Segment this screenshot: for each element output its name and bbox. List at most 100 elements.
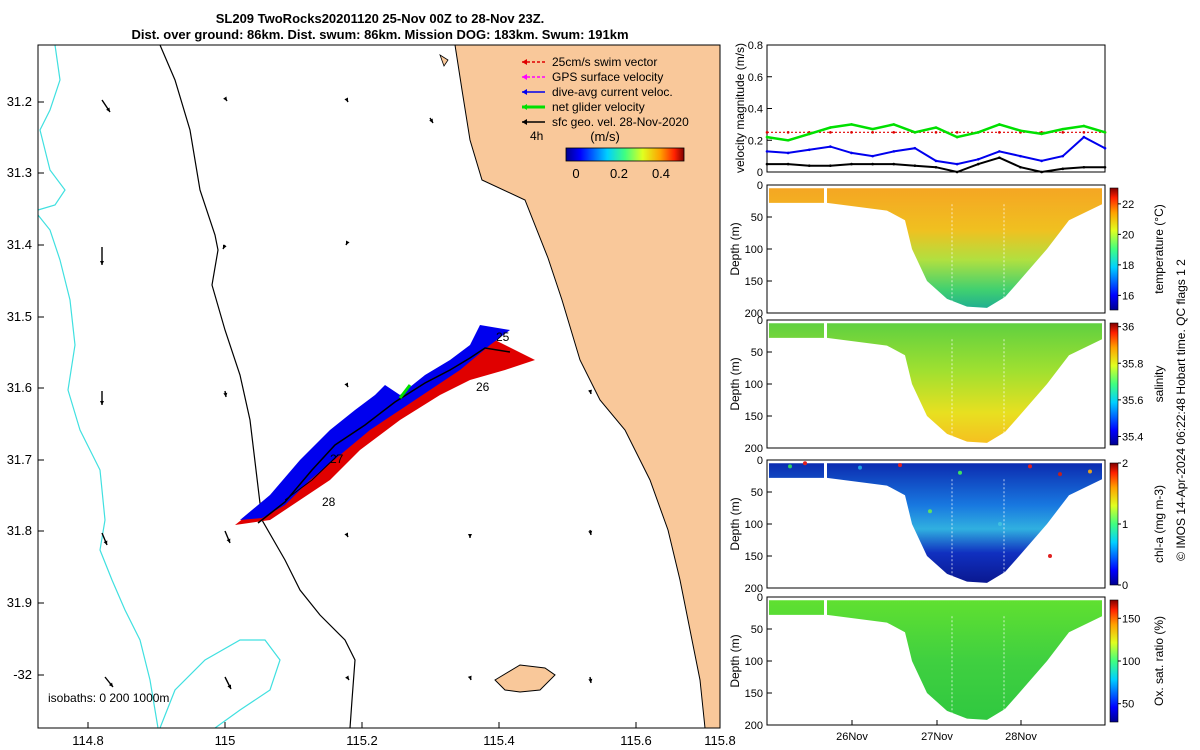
figure-title-line2: Dist. over ground: 86km. Dist. swum: 86k… — [131, 27, 629, 42]
velocity-point-net — [934, 126, 938, 129]
velocity-y-tick-label: 0 — [757, 167, 763, 179]
geo-arrow-head — [588, 389, 592, 394]
velocity-point-dive_avg — [1040, 159, 1043, 163]
section-ylabel: Depth (m) — [728, 357, 742, 410]
velocity-point-geo — [892, 162, 896, 166]
map-x-tick-label: 114.8 — [72, 733, 104, 748]
section-data-area — [769, 188, 1102, 308]
section-panel-3: 0 50 100 150 200 Depth (m) 50 100 150 Ox. sat. ra… — [728, 592, 1166, 743]
velocity-point-geo — [934, 165, 938, 169]
velocity-point-dive_avg — [786, 151, 790, 155]
section-x-tick-label: 27Nov — [921, 731, 953, 743]
velocity-point-swim — [765, 131, 769, 134]
velocity-point-net — [829, 126, 832, 129]
section-y-tick-label: 150 — [745, 276, 763, 288]
map-y-tick-label: -32 — [13, 667, 32, 682]
legend-tag: 4h — [530, 129, 543, 143]
velocity-point-swim — [955, 131, 959, 134]
velocity-point-dive_avg — [976, 158, 980, 161]
footer-copyright: © IMOS 14-Apr-2024 06:22:48 Hobart time.… — [1174, 259, 1188, 561]
speed-colorbar — [565, 147, 685, 162]
velocity-point-swim — [871, 131, 874, 134]
velocity-point-geo — [1103, 165, 1107, 169]
geo-arrow-head — [100, 401, 104, 405]
velocity-point-dive_avg — [871, 154, 874, 158]
isobath-1000m — [37, 44, 281, 729]
velocity-point-dive_avg — [1061, 154, 1065, 158]
section-ylabel: Depth (m) — [728, 634, 742, 687]
legend-arrowhead-0 — [522, 59, 527, 65]
section-y-tick-label: 50 — [751, 212, 763, 224]
velocity-point-geo — [1019, 165, 1022, 169]
geo-arrow-head — [344, 382, 348, 387]
velocity-plot-area — [766, 44, 1106, 173]
velocity-point-geo — [913, 164, 917, 167]
map-y-tick-label: 31.3 — [7, 165, 32, 180]
velocity-point-net — [955, 135, 959, 139]
section-y-tick-label: 50 — [751, 487, 763, 499]
surface-geostrophic-velocity-arrows — [100, 96, 593, 690]
map-y-tick-label: 31.2 — [7, 94, 32, 109]
map-x-tick-label: 115.4 — [483, 733, 515, 748]
velocity-point-geo — [1082, 165, 1086, 169]
chl-sample-dot — [803, 461, 807, 466]
section-colorbar-tick-label: 35.8 — [1122, 358, 1143, 370]
legend-arrowhead-1 — [522, 74, 527, 80]
legend-label-4: sfc geo. vel. 28-Nov-2020 — [552, 115, 689, 129]
section-panel-1: 0 50 100 150 200 Depth (m) 35.4 35.6 35.8 36 salin… — [728, 315, 1166, 455]
section-colorbar-tick-label: 50 — [1122, 699, 1134, 711]
geo-arrow-head — [227, 684, 231, 689]
velocity-point-dive_avg — [913, 146, 917, 150]
section-y-tick-label: 0 — [757, 455, 763, 467]
geo-arrow-head — [223, 244, 227, 249]
chl-sample-dot — [788, 464, 792, 469]
speed-colorbar-tick-label: 0.2 — [610, 166, 628, 181]
legend-arrowhead-3 — [522, 104, 527, 110]
section-y-tick-label: 150 — [745, 411, 763, 423]
section-colorbar-tick-label: 1 — [1122, 519, 1128, 531]
section-colorbar-tick-label: 36 — [1122, 322, 1134, 334]
isobath-200m — [159, 44, 356, 729]
velocity-point-dive_avg — [829, 145, 832, 148]
map-y-tick-label: 31.9 — [7, 595, 32, 610]
velocity-point-geo — [955, 170, 959, 174]
velocity-point-geo — [765, 162, 769, 166]
map-y-tick-label: 31.4 — [7, 237, 32, 252]
velocity-point-dive_avg — [1019, 154, 1022, 158]
velocity-point-dive_avg — [1082, 135, 1086, 139]
velocity-point-geo — [829, 164, 832, 167]
map-x-tick-label: 115.6 — [620, 733, 652, 748]
geo-arrow-head — [429, 118, 433, 123]
velocity-point-dive_avg — [934, 159, 938, 163]
section-x-tick-label: 26Nov — [836, 731, 868, 743]
legend-label-3: net glider velocity — [552, 100, 645, 114]
section-y-tick-label: 100 — [745, 519, 763, 531]
map-y-tick-label: 31.8 — [7, 523, 32, 538]
velocity-y-tick-label: 0.2 — [748, 135, 763, 147]
chl-sample-dot — [1058, 472, 1062, 477]
day-label-26: 26 — [476, 380, 490, 394]
day-label-25: 25 — [496, 330, 510, 344]
velocity-point-geo — [850, 162, 853, 166]
velocity-point-net — [850, 123, 853, 126]
section-colorbar-tick-label: 20 — [1122, 229, 1134, 241]
velocity-y-ticks: 0 0.2 0.4 0.6 0.8 — [748, 40, 772, 179]
velocity-point-net — [1082, 124, 1086, 128]
velocity-point-net — [998, 123, 1001, 126]
section-colorbar-tick-label: 0 — [1122, 580, 1128, 592]
speed-colorbar-tick-label: 0.4 — [652, 166, 670, 181]
map-y-tick-label: 31.6 — [7, 380, 32, 395]
speed-colorbar-tick-label: 0 — [572, 166, 579, 181]
velocity-point-geo — [786, 162, 790, 166]
velocity-point-swim — [892, 131, 896, 134]
velocity-point-net — [976, 131, 980, 134]
day-label-27: 27 — [330, 452, 344, 466]
geo-arrow-head — [344, 532, 348, 537]
map-frame — [37, 44, 721, 729]
figure-title-line1: SL209 TwoRocks20201120 25-Nov 00Z to 28-… — [215, 11, 545, 26]
velocity-series — [765, 123, 1107, 174]
geo-arrow-head — [346, 240, 350, 245]
chl-sample-dot — [1048, 554, 1052, 558]
